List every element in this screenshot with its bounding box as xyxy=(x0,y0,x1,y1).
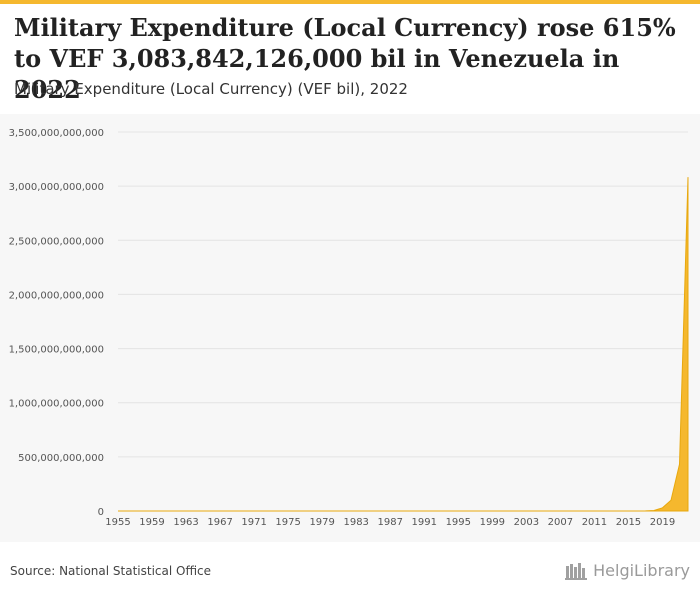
brand-name: HelgiLibrary xyxy=(593,561,690,580)
y-tick-label: 1,000,000,000,000 xyxy=(9,399,104,410)
x-tick-label: 1995 xyxy=(446,517,471,528)
y-tick-label: 500,000,000,000 xyxy=(18,453,104,464)
x-tick-label: 1959 xyxy=(139,517,164,528)
y-tick-label: 2,500,000,000,000 xyxy=(9,236,104,247)
x-tick-label: 1963 xyxy=(173,517,198,528)
x-tick-label: 2007 xyxy=(548,517,573,528)
x-tick-label: 1991 xyxy=(412,517,437,528)
x-tick-label: 1975 xyxy=(275,517,300,528)
y-tick-label: 0 xyxy=(98,507,104,518)
x-tick-label: 1979 xyxy=(309,517,334,528)
x-tick-label: 1987 xyxy=(378,517,403,528)
area-chart: 0 500,000,000,000 1,000,000,000,000 1,500,0… xyxy=(9,128,689,528)
x-tick-label: 2003 xyxy=(514,517,539,528)
x-tick-label: 1983 xyxy=(343,517,368,528)
x-tick-label: 2019 xyxy=(650,517,675,528)
x-tick-label: 1955 xyxy=(105,517,130,528)
y-tick-label: 3,500,000,000,000 xyxy=(9,128,104,139)
chart-panel: 0 500,000,000,000 1,000,000,000,000 1,500,0… xyxy=(0,114,700,542)
brand-logo: HelgiLibrary xyxy=(565,561,690,580)
y-tick-label: 3,000,000,000,000 xyxy=(9,182,104,193)
library-icon xyxy=(565,562,588,580)
x-tick-label: 1967 xyxy=(207,517,232,528)
source-note: Source: National Statistical Office xyxy=(10,564,212,578)
x-tick-label: 2015 xyxy=(616,517,641,528)
y-tick-label: 1,500,000,000,000 xyxy=(9,345,104,356)
chart-subtitle: Military Expenditure (Local Currency) (V… xyxy=(14,80,408,98)
x-tick-label: 1999 xyxy=(480,517,505,528)
x-tick-label: 2011 xyxy=(582,517,607,528)
series-area xyxy=(118,177,689,512)
y-tick-label: 2,000,000,000,000 xyxy=(9,290,104,301)
chart-title: Military Expenditure (Local Currency) ro… xyxy=(14,13,676,104)
accent-bar xyxy=(0,0,700,4)
x-tick-label: 1971 xyxy=(241,517,266,528)
